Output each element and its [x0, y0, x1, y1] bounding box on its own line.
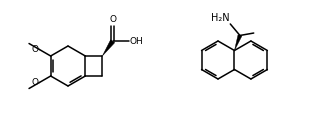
Text: O: O: [109, 15, 116, 24]
Text: O: O: [31, 78, 38, 87]
Text: H₂N: H₂N: [211, 13, 229, 23]
Text: OH: OH: [130, 37, 143, 46]
Polygon shape: [102, 40, 115, 56]
Polygon shape: [234, 35, 242, 51]
Text: O: O: [31, 45, 38, 54]
